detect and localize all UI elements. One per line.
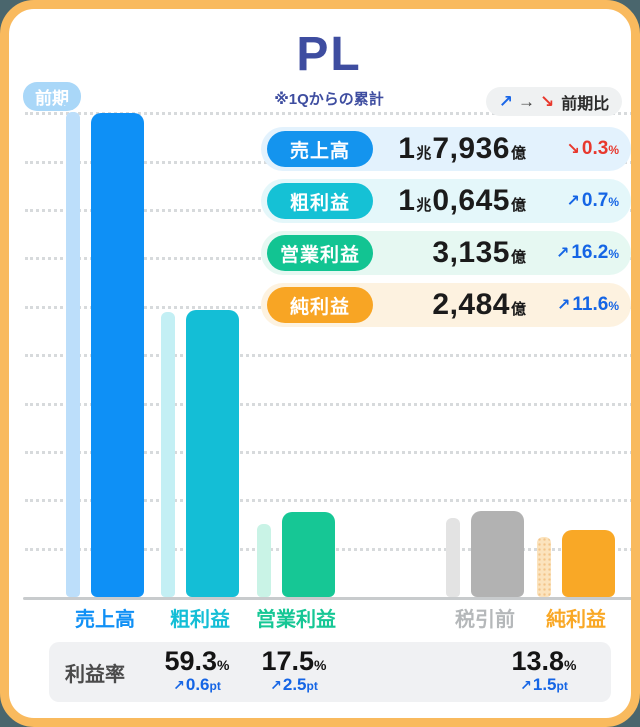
flat-arrow-icon: →: [517, 92, 535, 111]
stat-change: ↗ 16.2%: [555, 242, 619, 263]
axis-label-4: 税引前: [455, 609, 515, 631]
stat-value: 3,135 億: [432, 236, 526, 269]
stat-row-net-profit: 純利益 2,484 億 ↗ 11.6%: [261, 283, 631, 327]
bar-current-3: [282, 512, 335, 597]
legend-label: 前期比: [561, 95, 610, 113]
stat-change: ↘ 0.3%: [566, 138, 620, 159]
up-arrow-icon: ↗: [556, 297, 571, 314]
bar-prev-5: [537, 537, 551, 597]
bar-current-4: [471, 511, 524, 597]
up-arrow-icon: ↗: [498, 92, 513, 111]
down-arrow-icon: ↘: [566, 141, 580, 158]
stat-change: ↗ 0.7%: [566, 190, 620, 211]
profit-margin-row: 利益率 59.3% ↗0.6pt 17.5% ↗2.5pt 13.8% ↗1.5…: [49, 642, 611, 702]
stat-row-operating-profit: 営業利益 3,135 億 ↗ 16.2%: [261, 231, 631, 275]
stat-change: ↗ 11.6%: [556, 294, 619, 315]
x-axis-line: [23, 597, 631, 600]
bar-prev-2: [161, 312, 175, 597]
stat-value: 2,484 億: [432, 288, 526, 321]
legend-pill: ↗ → ↘ 前期比: [486, 87, 622, 116]
margin-item-gross: 59.3% ↗0.6pt: [164, 646, 230, 694]
margin-item-operating: 17.5% ↗2.5pt: [261, 646, 327, 694]
axis-label-5: 純利益: [546, 609, 606, 631]
margin-item-net: 13.8% ↗1.5pt: [511, 646, 577, 694]
previous-period-badge: 前期: [23, 82, 81, 111]
bar-prev-1: [66, 112, 80, 597]
gridline: [25, 354, 631, 357]
axis-label-3: 営業利益: [256, 609, 336, 631]
page-subtitle: ※1Qからの累計: [274, 91, 384, 108]
gridline: [25, 112, 631, 115]
stat-value: 1 兆 0,645 億: [398, 184, 526, 217]
stat-pill-gross-profit: 粗利益: [267, 183, 373, 219]
page-title: PL: [296, 28, 362, 81]
stat-pill-operating-profit: 営業利益: [267, 235, 373, 271]
up-arrow-icon: ↗: [173, 677, 185, 693]
axis-label-2: 粗利益: [170, 609, 230, 631]
bar-prev-4: [446, 518, 460, 597]
kpi-stats-panel: 売上高 1 兆 7,936 億 ↘ 0.3% 粗利益 1 兆 0,645 億 ↗ 0.7% 営業…: [261, 127, 631, 335]
bar-current-1: [91, 113, 144, 597]
stat-pill-net-profit: 純利益: [267, 287, 373, 323]
gridline: [25, 403, 631, 406]
profit-margin-label: 利益率: [65, 663, 125, 686]
bar-prev-3: [257, 524, 271, 597]
up-arrow-icon: ↗: [555, 245, 570, 262]
stat-row-sales: 売上高 1 兆 7,936 億 ↘ 0.3%: [261, 127, 631, 171]
stat-row-gross-profit: 粗利益 1 兆 0,645 億 ↗ 0.7%: [261, 179, 631, 223]
up-arrow-icon: ↗: [520, 677, 532, 693]
stat-value: 1 兆 7,936 億: [398, 132, 526, 165]
gridline: [25, 451, 631, 454]
up-arrow-icon: ↗: [270, 677, 282, 693]
bar-current-2: [186, 310, 239, 597]
stat-pill-sales: 売上高: [267, 131, 373, 167]
axis-label-1: 売上高: [75, 609, 135, 631]
down-arrow-icon: ↘: [539, 92, 555, 111]
up-arrow-icon: ↗: [566, 193, 580, 210]
bar-current-5: [562, 530, 615, 597]
gridline: [25, 499, 631, 502]
